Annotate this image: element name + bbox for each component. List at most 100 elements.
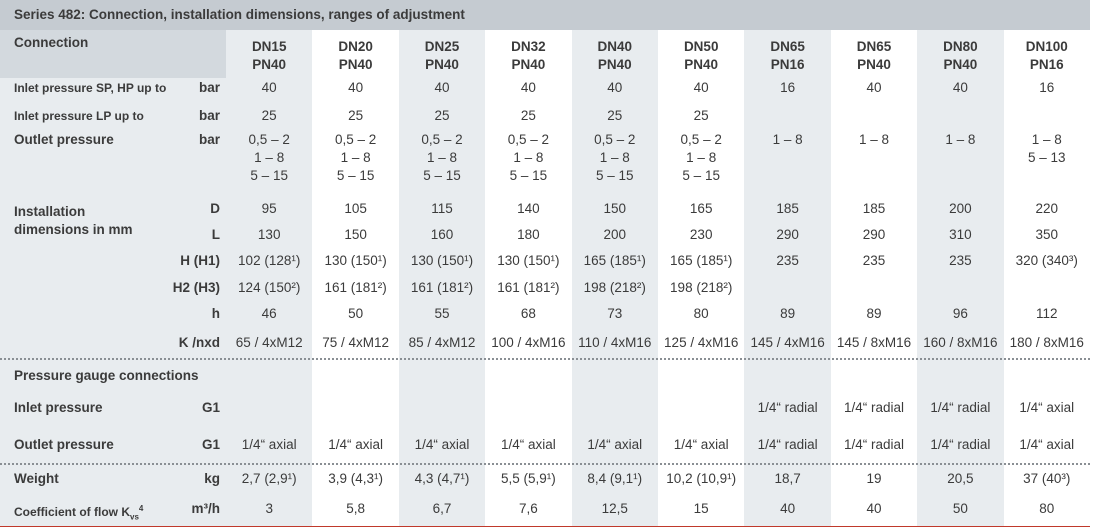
cell: 161 (181²): [497, 280, 560, 295]
cell: 96: [952, 306, 968, 321]
cell: 40: [693, 80, 709, 95]
column-bg: [571, 30, 658, 527]
unit: L: [211, 227, 220, 242]
cell: 140: [517, 201, 540, 216]
row-label: Inlet pressure LP up to: [14, 109, 144, 123]
cell: 50: [348, 306, 364, 321]
row-label: Inlet pressure: [14, 400, 103, 415]
cell: 5 – 15: [682, 168, 720, 183]
row-label: Outlet pressure: [14, 132, 114, 147]
cell: 95: [261, 201, 277, 216]
cell: 1/4“ axial: [587, 437, 643, 452]
column-bg: [226, 30, 313, 527]
cell: 105: [344, 201, 367, 216]
cell: 12,5: [601, 501, 628, 516]
column-header: DN65: [770, 39, 805, 54]
column-header: PN40: [252, 57, 287, 72]
cell: 1 – 8: [1031, 132, 1062, 147]
cell: 200: [603, 227, 627, 242]
cell: 25: [607, 108, 623, 123]
unit: D: [210, 201, 220, 216]
column-header: DN15: [251, 39, 287, 54]
cell: 8,4 (9,1¹): [587, 471, 643, 486]
cell: 1/4“ axial: [241, 437, 297, 452]
cell: 320 (340³): [1015, 253, 1078, 268]
cell: 89: [780, 306, 796, 321]
cell: 80: [693, 306, 709, 321]
cell: 40: [952, 80, 968, 95]
unit: bar: [198, 108, 220, 123]
cell: 75 / 4xM12: [322, 335, 389, 350]
cell: 1/4“ radial: [843, 400, 905, 415]
cell: 25: [261, 108, 277, 123]
cell: 68: [520, 306, 536, 321]
cell: 16: [1039, 80, 1055, 95]
cell: 145 / 8xM16: [836, 335, 912, 350]
cell: 1/4“ axial: [328, 437, 383, 452]
cell: 102 (128¹): [238, 253, 301, 268]
cell: 1/4“ radial: [843, 437, 905, 452]
cell: 5,8: [346, 501, 365, 516]
cell: 0,5 – 2: [248, 132, 290, 147]
cell: 65 / 4xM12: [235, 335, 303, 350]
cell: 40: [607, 80, 623, 95]
cell: 160 / 8xM16: [923, 335, 998, 350]
column-header: PN40: [425, 57, 459, 72]
column-header: PN40: [943, 57, 978, 72]
cell: 2,7 (2,9¹): [241, 471, 297, 486]
unit: K /nxd: [178, 335, 220, 350]
cell: 50: [952, 501, 968, 516]
cell: 10,2 (10,9¹): [666, 471, 737, 486]
unit: G1: [201, 400, 220, 415]
cell: 165 (185¹): [583, 253, 646, 268]
label-part: 4: [138, 504, 144, 513]
cell: 16: [780, 80, 796, 95]
cell: 1 – 8: [426, 150, 457, 165]
header-label: Connection: [14, 35, 89, 50]
cell: 165 (185¹): [670, 253, 733, 268]
column-header: DN50: [683, 39, 719, 54]
column-header: DN20: [338, 39, 373, 54]
cell: 125 / 4xM16: [664, 335, 739, 350]
cell: 161 (181²): [410, 280, 474, 295]
cell: 112: [1036, 306, 1058, 321]
cell: 5,5 (5,9¹): [500, 471, 556, 486]
label-part: vs: [130, 512, 139, 522]
cell: 1 – 8: [945, 132, 976, 147]
cell: 180: [517, 227, 540, 242]
cell: 130: [257, 227, 281, 242]
cell: 350: [1035, 227, 1059, 242]
column-header: PN40: [857, 57, 891, 72]
row-label: Outlet pressure: [14, 437, 114, 452]
column-header: DN100: [1025, 39, 1068, 54]
cell: 6,7: [432, 501, 452, 516]
cell: 310: [949, 227, 972, 242]
cell: 198 (218²): [583, 280, 646, 295]
column-header: DN32: [511, 39, 546, 54]
column-header: PN40: [684, 57, 719, 72]
cell: 89: [866, 306, 882, 321]
unit: G1: [201, 437, 220, 452]
cell: 124 (150²): [238, 280, 301, 295]
label-column-bg: [0, 30, 226, 527]
column-header: DN65: [856, 39, 892, 54]
cell: 1 – 8: [772, 132, 803, 147]
column-bg: [1003, 30, 1090, 527]
cell: 235: [949, 253, 972, 268]
cell: 85 / 4xM12: [408, 335, 476, 350]
cell: 15: [693, 501, 709, 516]
separator: [0, 358, 1090, 360]
unit: bar: [198, 132, 220, 147]
column-header: PN40: [597, 57, 632, 72]
cell: 20,5: [947, 471, 974, 486]
cell: 1/4“ axial: [1019, 437, 1075, 452]
cell: 198 (218²): [670, 280, 733, 295]
row-label: Coefficient of flow Kvs4: [14, 500, 143, 526]
unit: kg: [204, 471, 220, 486]
cell: 150: [603, 201, 627, 216]
cell: 290: [776, 227, 799, 242]
cell: 165: [689, 201, 713, 216]
cell: 145 / 4xM16: [750, 335, 825, 350]
column-bg: [398, 30, 486, 527]
